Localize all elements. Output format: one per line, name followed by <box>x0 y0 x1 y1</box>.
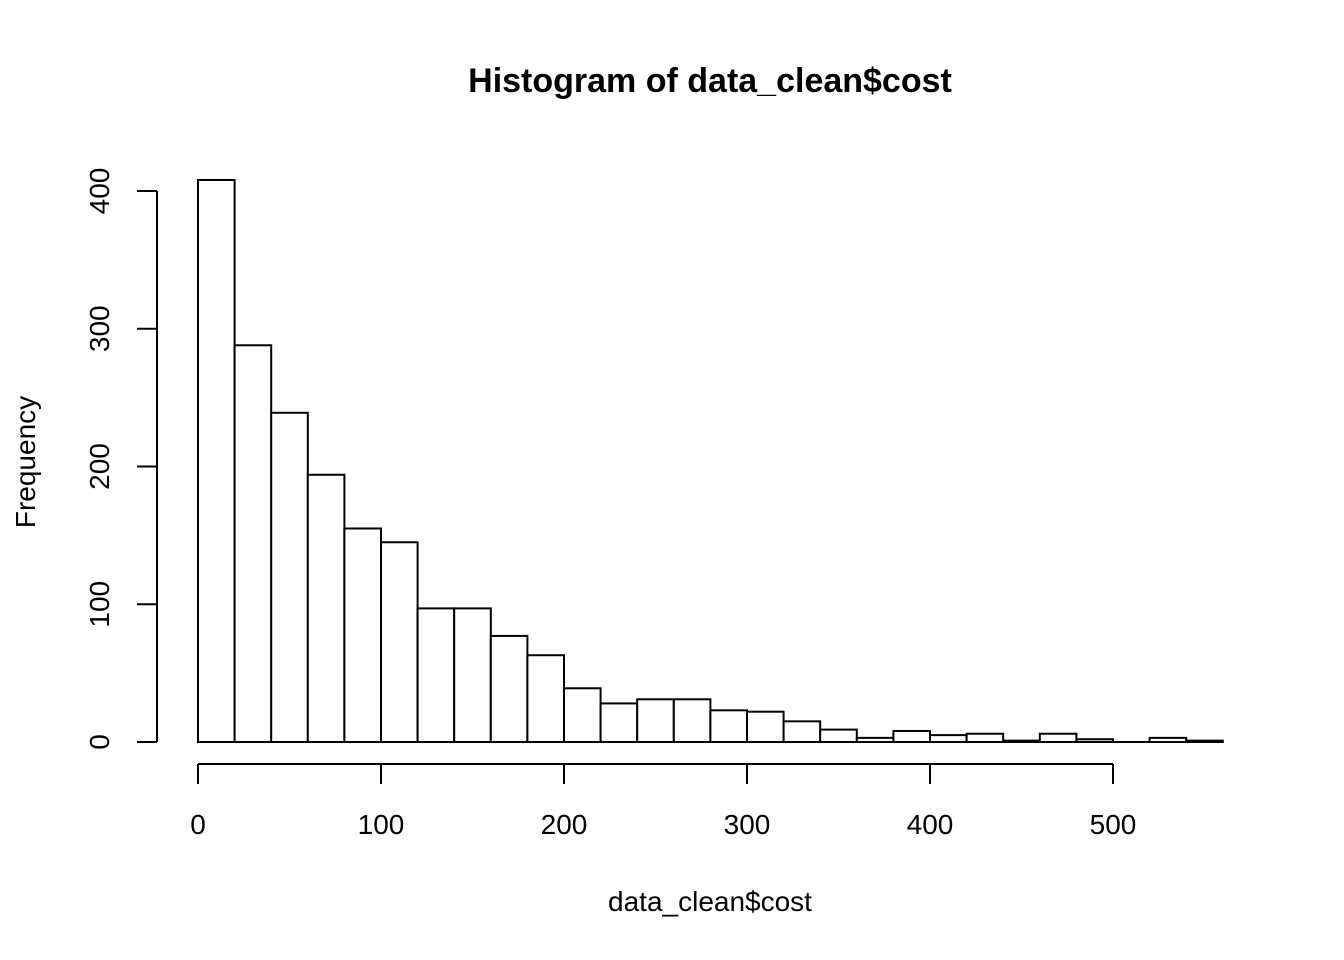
histogram-bar <box>306 473 346 743</box>
histogram-bar <box>270 411 309 743</box>
histogram-bar <box>233 344 273 743</box>
histogram-bar <box>416 607 456 743</box>
histogram-bar <box>965 732 1005 743</box>
x-tick-label: 500 <box>1090 809 1137 840</box>
y-tick-label: 300 <box>84 305 115 352</box>
x-tick-label: 400 <box>907 809 954 840</box>
histogram-bar <box>672 698 712 743</box>
histogram-bar <box>526 654 566 744</box>
x-tick-label: 0 <box>190 809 206 840</box>
histogram-bar <box>782 720 822 744</box>
histogram-bar <box>892 729 932 743</box>
x-tick-label: 100 <box>358 809 405 840</box>
y-tick-label: 100 <box>84 581 115 628</box>
histogram-bar <box>855 736 895 743</box>
histogram-bar <box>819 728 858 743</box>
y-axis: 0 100 200 300 400 <box>84 168 158 750</box>
x-axis-label: data_clean$cost <box>608 886 812 917</box>
histogram-bar <box>489 634 529 743</box>
chart-title: Histogram of data_clean$cost <box>468 62 952 100</box>
x-axis: 0 100 200 300 400 500 <box>190 763 1137 840</box>
histogram-bar <box>709 709 749 744</box>
histogram-bar <box>343 527 382 743</box>
histogram-bar <box>1002 739 1041 743</box>
y-tick-label: 0 <box>84 734 115 750</box>
histogram-bar <box>1075 738 1115 743</box>
bars-group <box>197 178 1224 744</box>
histogram-bar <box>599 702 639 743</box>
histogram-bar <box>1148 736 1188 743</box>
histogram-bar <box>929 734 968 743</box>
histogram-bar <box>453 607 492 743</box>
y-axis-label: Frequency <box>10 396 41 528</box>
histogram-bar <box>197 178 236 744</box>
histogram-bar <box>1185 739 1224 743</box>
x-tick-label: 200 <box>541 809 588 840</box>
y-tick-label: 200 <box>84 443 115 490</box>
y-tick-label: 400 <box>84 168 115 215</box>
histogram-bar <box>563 687 602 744</box>
x-tick-label: 300 <box>724 809 771 840</box>
histogram-bar <box>1038 732 1078 743</box>
histogram-bar <box>746 710 785 744</box>
histogram-bar <box>380 541 419 744</box>
histogram-bar <box>636 698 675 743</box>
